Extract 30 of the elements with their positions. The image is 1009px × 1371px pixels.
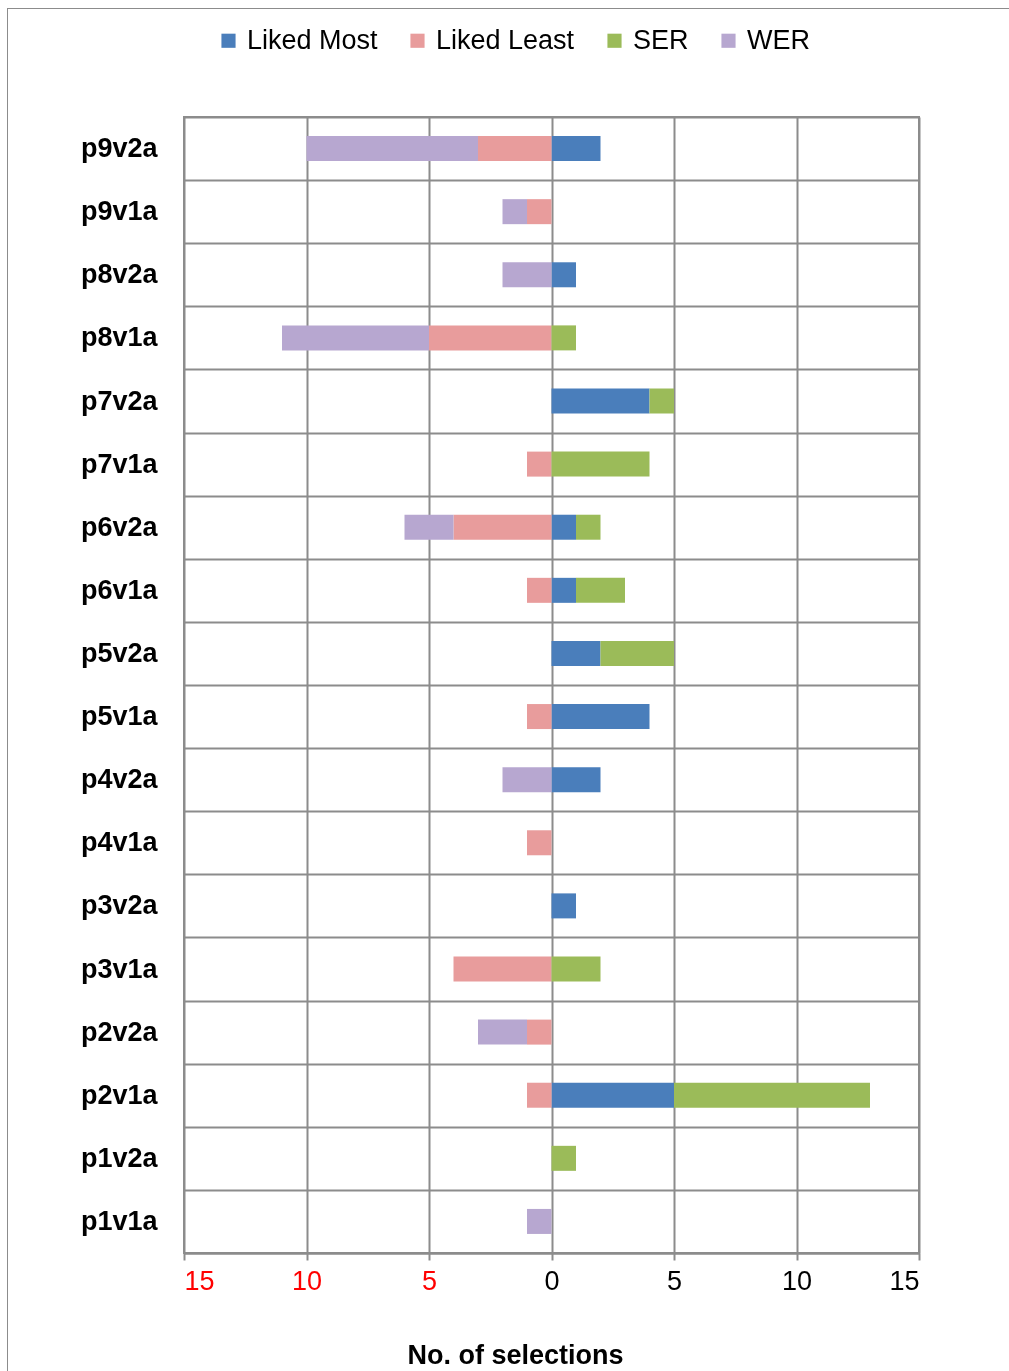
x-tick-label: 10: [781, 1265, 813, 1296]
y-tick-label: p2v2a: [80, 1016, 159, 1047]
y-tick-label: p4v2a: [80, 764, 159, 795]
y-tick-label: p1v2a: [80, 1142, 159, 1173]
y-tick-label: p4v1a: [80, 827, 159, 858]
x-tick-label: 0: [544, 1265, 560, 1296]
y-tick-label: p9v2a: [80, 133, 159, 164]
x-tick-label: 15: [184, 1265, 215, 1296]
legend-label: WER: [747, 24, 810, 55]
y-tick-label: p5v1a: [80, 701, 159, 732]
y-tick-label: p3v1a: [80, 953, 159, 984]
legend-label: Liked Least: [436, 24, 575, 55]
y-tick-label: p7v2a: [80, 385, 159, 416]
y-tick-label: p5v2a: [80, 637, 159, 668]
y-tick-label: p1v1a: [80, 1205, 159, 1236]
y-tick-label: p6v2a: [80, 511, 159, 542]
legend-label: SER: [633, 24, 689, 55]
y-tick-label: p7v1a: [80, 448, 159, 479]
y-tick-label: p8v2a: [80, 259, 159, 290]
y-tick-label: p8v1a: [80, 322, 159, 353]
x-tick-label: 15: [889, 1265, 920, 1296]
x-axis-title: No. of selections: [407, 1339, 624, 1370]
y-tick-label: p3v2a: [80, 890, 159, 921]
x-tick-label: 5: [421, 1265, 438, 1296]
y-tick-label: p9v1a: [80, 196, 159, 227]
x-tick-label: 10: [291, 1265, 323, 1296]
y-tick-label: p6v1a: [80, 574, 159, 605]
x-tick-label: 5: [666, 1265, 683, 1296]
y-tick-label: p2v1a: [80, 1079, 159, 1110]
legend-label: Liked Most: [247, 24, 379, 55]
